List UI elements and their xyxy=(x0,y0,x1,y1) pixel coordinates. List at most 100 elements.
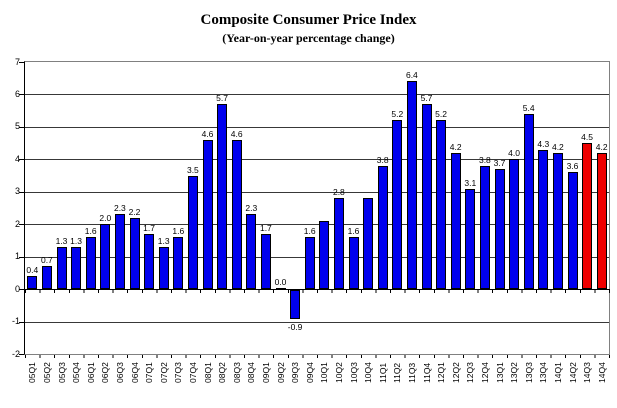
x-axis-label-14Q4: 14Q4 xyxy=(596,362,607,383)
bar-08Q2 xyxy=(217,104,228,290)
x-axis-label-07Q3: 07Q3 xyxy=(173,362,184,383)
x-axis-label-14Q1: 14Q1 xyxy=(552,362,563,383)
bar-value-label-09Q3: -0.9 xyxy=(287,322,303,333)
bar-06Q2 xyxy=(100,224,111,290)
x-axis-label-13Q1: 13Q1 xyxy=(494,362,505,383)
x-axis-label-14Q3: 14Q3 xyxy=(582,362,593,383)
bar-value-label-08Q4: 2.3 xyxy=(245,203,258,214)
bar-value-label-10Q2: 2.8 xyxy=(332,187,345,198)
bar-05Q2 xyxy=(41,266,52,290)
bar-value-label-12Q3: 3.1 xyxy=(464,177,477,188)
bar-05Q3 xyxy=(56,246,67,290)
bar-value-label-11Q3: 6.4 xyxy=(405,70,418,81)
bar-14Q1 xyxy=(552,152,563,290)
x-axis-label-07Q1: 07Q1 xyxy=(144,362,155,383)
bar-12Q3 xyxy=(465,188,476,290)
x-axis-label-08Q3: 08Q3 xyxy=(231,362,242,383)
bar-09Q2 xyxy=(275,288,286,291)
bar-value-label-12Q4: 3.8 xyxy=(478,154,491,165)
bar-12Q4 xyxy=(479,165,490,290)
bar-07Q2 xyxy=(158,246,169,290)
bar-07Q4 xyxy=(187,175,198,290)
bar-14Q3 xyxy=(582,143,593,290)
y-axis-tick xyxy=(19,321,24,323)
bar-09Q1 xyxy=(260,233,271,290)
bar-12Q2 xyxy=(450,152,461,290)
bar-value-label-13Q4: 4.3 xyxy=(537,138,550,149)
bar-value-label-14Q1: 4.2 xyxy=(551,141,564,152)
x-axis-label-09Q4: 09Q4 xyxy=(304,362,315,383)
bar-05Q4 xyxy=(71,246,82,290)
bar-13Q4 xyxy=(538,149,549,290)
x-axis-label-13Q2: 13Q2 xyxy=(509,362,520,383)
x-axis-label-05Q3: 05Q3 xyxy=(56,362,67,383)
y-axis-tick xyxy=(19,62,24,63)
bar-value-label-09Q2: 0.0 xyxy=(274,277,287,288)
bar-value-label-09Q4: 1.6 xyxy=(303,226,316,237)
x-axis-label-10Q3: 10Q3 xyxy=(348,362,359,383)
y-axis-tick xyxy=(19,354,24,355)
bar-value-label-11Q1: 3.8 xyxy=(376,154,389,165)
x-axis-label-11Q4: 11Q4 xyxy=(421,362,432,383)
y-axis-tick-label: 7 xyxy=(14,56,20,67)
x-axis-label-08Q1: 08Q1 xyxy=(202,362,213,383)
bar-10Q1 xyxy=(319,220,330,290)
bar-06Q3 xyxy=(114,214,125,290)
gridline-6 xyxy=(25,94,609,96)
y-axis-tick-label: 2 xyxy=(14,218,20,229)
x-axis-label-10Q1: 10Q1 xyxy=(319,362,330,383)
gridline-3 xyxy=(25,191,609,193)
bar-13Q2 xyxy=(509,159,520,290)
y-axis-tick-label: -2 xyxy=(11,348,20,359)
bar-value-label-10Q3: 1.6 xyxy=(347,226,360,237)
x-axis-label-08Q2: 08Q2 xyxy=(217,362,228,383)
x-axis-label-13Q3: 13Q3 xyxy=(523,362,534,383)
bar-value-label-12Q1: 5.2 xyxy=(435,109,447,120)
bar-value-label-12Q2: 4.2 xyxy=(449,141,462,152)
y-axis-tick xyxy=(19,191,24,193)
x-axis-label-09Q1: 09Q1 xyxy=(260,362,271,383)
bar-08Q1 xyxy=(202,139,213,290)
bar-value-label-07Q1: 1.7 xyxy=(143,222,155,233)
bar-value-label-07Q4: 3.5 xyxy=(186,164,199,175)
x-axis-label-09Q2: 09Q2 xyxy=(275,362,286,383)
bar-11Q2 xyxy=(392,120,403,290)
bar-13Q1 xyxy=(494,169,505,290)
bar-value-label-05Q1: 0.4 xyxy=(26,265,39,276)
y-axis-tick-label: -1 xyxy=(11,316,20,327)
x-axis-label-14Q2: 14Q2 xyxy=(567,362,578,383)
category-tick-marks xyxy=(25,289,610,294)
bar-12Q1 xyxy=(436,120,447,290)
bar-11Q4 xyxy=(421,104,432,290)
y-axis-tick-label: 5 xyxy=(14,121,20,132)
y-axis-tick-label: 3 xyxy=(14,186,20,197)
x-axis-label-06Q4: 06Q4 xyxy=(129,362,140,383)
x-axis-label-06Q1: 06Q1 xyxy=(85,362,96,383)
y-axis-tick-label: 4 xyxy=(14,153,20,164)
bar-08Q4 xyxy=(246,214,257,290)
bar-11Q1 xyxy=(377,165,388,290)
bar-05Q1 xyxy=(27,276,38,290)
bar-value-label-06Q3: 2.3 xyxy=(113,203,126,214)
bar-value-label-13Q2: 4.0 xyxy=(508,148,520,159)
gridline-4 xyxy=(25,159,609,161)
bar-06Q4 xyxy=(129,217,140,290)
x-axis-label-12Q2: 12Q2 xyxy=(450,362,461,383)
x-axis-label-13Q4: 13Q4 xyxy=(538,362,549,383)
x-axis-label-05Q4: 05Q4 xyxy=(71,362,82,383)
bar-value-label-06Q4: 2.2 xyxy=(128,206,141,217)
x-axis-label-12Q4: 12Q4 xyxy=(479,362,490,383)
x-axis-label-08Q4: 08Q4 xyxy=(246,362,257,383)
y-axis-tick xyxy=(19,126,24,128)
bar-14Q2 xyxy=(567,172,578,290)
bar-value-label-14Q2: 3.6 xyxy=(566,161,579,172)
bar-value-label-09Q1: 1.7 xyxy=(259,222,272,233)
x-axis-label-10Q2: 10Q2 xyxy=(333,362,344,383)
bar-value-label-05Q4: 1.3 xyxy=(70,235,82,246)
bar-09Q3 xyxy=(290,290,301,320)
x-axis-label-07Q2: 07Q2 xyxy=(158,362,169,383)
y-axis-tick xyxy=(19,224,24,226)
bar-09Q4 xyxy=(304,237,315,290)
y-axis-tick xyxy=(19,94,24,96)
